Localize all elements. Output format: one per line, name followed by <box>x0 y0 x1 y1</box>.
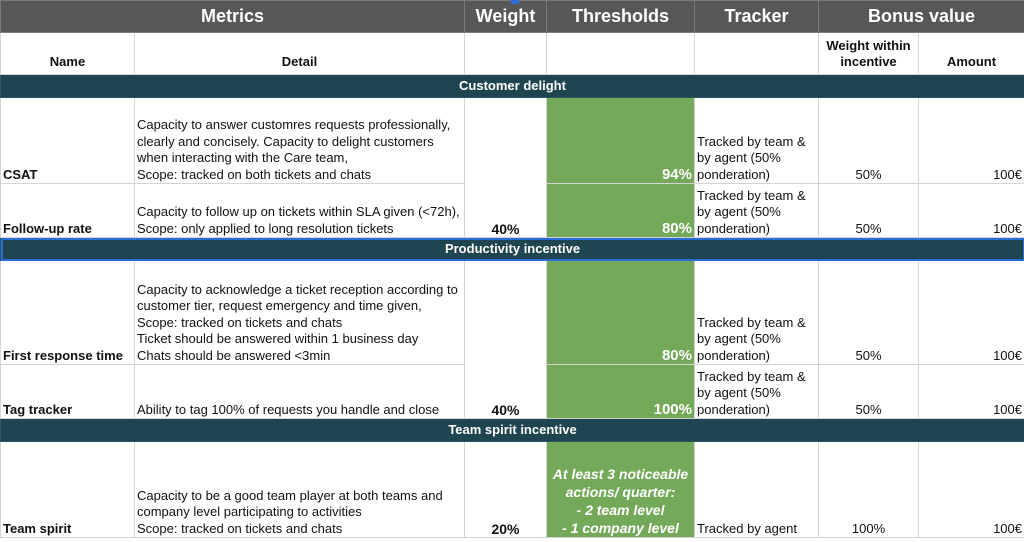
metric-detail[interactable]: Capacity to follow up on tickets within … <box>134 183 465 238</box>
metric-name[interactable]: Tag tracker <box>0 364 135 419</box>
subheader-amount[interactable]: Amount <box>918 32 1024 75</box>
header-thresholds[interactable]: Thresholds <box>546 0 695 33</box>
metric-detail[interactable]: Capacity to acknowledge a ticket recepti… <box>134 260 465 365</box>
section-row: Customer delight <box>0 74 1024 98</box>
metric-tracker[interactable]: Tracked by team & by agent (50% ponderat… <box>694 364 819 419</box>
metric-weight-within[interactable]: 50% <box>818 364 919 419</box>
subheader-tracker-empty[interactable] <box>694 32 819 75</box>
metric-detail[interactable]: Ability to tag 100% of requests you hand… <box>134 364 465 419</box>
metric-weight-within[interactable]: 50% <box>818 260 919 365</box>
metric-amount[interactable]: 100€ <box>918 97 1024 184</box>
section-row: Team spirit incentive <box>0 418 1024 442</box>
metric-name[interactable]: First response time <box>0 260 135 365</box>
subheader-name[interactable]: Name <box>0 32 135 75</box>
subheader-detail[interactable]: Detail <box>134 32 465 75</box>
metric-weight[interactable]: 40% <box>464 260 547 419</box>
metric-weight-within[interactable]: 100% <box>818 441 919 538</box>
selection-marker <box>511 0 519 4</box>
header-metrics[interactable]: Metrics <box>0 0 465 33</box>
header-bonus-value[interactable]: Bonus value <box>818 0 1024 33</box>
section-productivity[interactable]: Productivity incentive <box>0 237 1024 261</box>
metric-threshold[interactable]: 80% <box>546 183 695 238</box>
section-customer-delight[interactable]: Customer delight <box>0 74 1024 98</box>
subheader-weight-within[interactable]: Weight within incentive <box>818 32 919 75</box>
header-row: Metrics Weight Thresholds Tracker Bonus … <box>0 0 1024 33</box>
metric-tracker[interactable]: Tracked by team & by agent (50% ponderat… <box>694 183 819 238</box>
header-tracker[interactable]: Tracker <box>694 0 819 33</box>
table-row: CSAT Capacity to answer customres reques… <box>0 97 1024 238</box>
metric-tracker[interactable]: Tracked by agent <box>694 441 819 538</box>
metric-threshold[interactable]: At least 3 noticeable actions/ quarter: … <box>546 441 695 538</box>
header-weight[interactable]: Weight <box>464 0 547 33</box>
metric-detail[interactable]: Capacity to answer customres requests pr… <box>134 97 465 184</box>
metric-name[interactable]: Team spirit <box>0 441 135 538</box>
subheader-row: Name Detail Weight within incentive Amou… <box>0 32 1024 75</box>
metric-tracker[interactable]: Tracked by team & by agent (50% ponderat… <box>694 260 819 365</box>
metric-threshold[interactable]: 94% <box>546 97 695 184</box>
metric-amount[interactable]: 100€ <box>918 364 1024 419</box>
metric-threshold[interactable]: 100% <box>546 364 695 419</box>
table-row: First response time Capacity to acknowle… <box>0 260 1024 419</box>
metric-name[interactable]: Follow-up rate <box>0 183 135 238</box>
metric-weight[interactable]: 20% <box>464 441 547 538</box>
metric-amount[interactable]: 100€ <box>918 441 1024 538</box>
metric-amount[interactable]: 100€ <box>918 183 1024 238</box>
metric-weight-within[interactable]: 50% <box>818 183 919 238</box>
section-row: Productivity incentive <box>0 237 1024 261</box>
metric-detail[interactable]: Capacity to be a good team player at bot… <box>134 441 465 538</box>
table-row: Team spirit Capacity to be a good team p… <box>0 441 1024 538</box>
subheader-thresholds-empty[interactable] <box>546 32 695 75</box>
metric-name[interactable]: CSAT <box>0 97 135 184</box>
metric-weight[interactable]: 40% <box>464 97 547 238</box>
table-row: Follow-up rate Capacity to follow up on … <box>0 183 1024 238</box>
metric-tracker[interactable]: Tracked by team & by agent (50% ponderat… <box>694 97 819 184</box>
metric-weight-within[interactable]: 50% <box>818 97 919 184</box>
subheader-weight-empty[interactable] <box>464 32 547 75</box>
metric-amount[interactable]: 100€ <box>918 260 1024 365</box>
section-team-spirit[interactable]: Team spirit incentive <box>0 418 1024 442</box>
table-row: Tag tracker Ability to tag 100% of reque… <box>0 364 1024 419</box>
metric-threshold[interactable]: 80% <box>546 260 695 365</box>
